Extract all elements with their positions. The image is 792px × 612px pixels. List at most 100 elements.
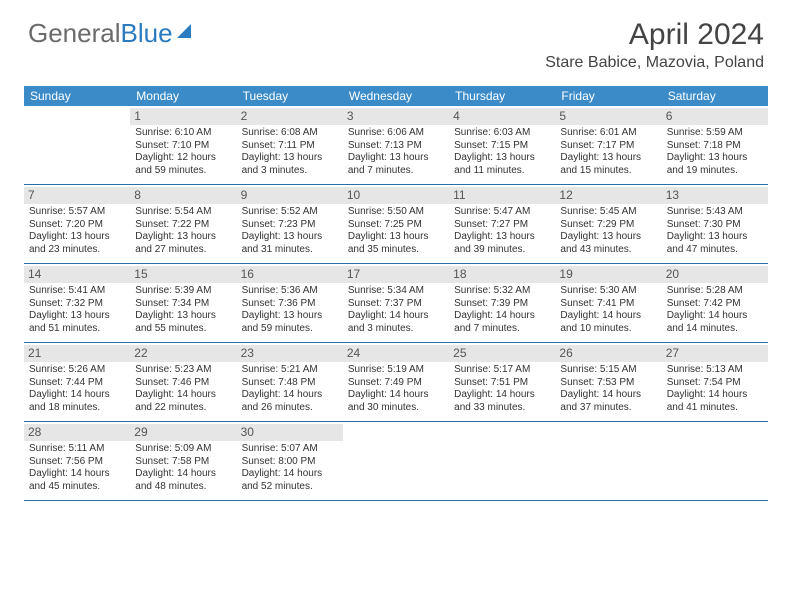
calendar-cell: 27Sunrise: 5:13 AMSunset: 7:54 PMDayligh… <box>662 343 768 421</box>
calendar-cell: 2 Sunrise: 6:08 AMSunset: 7:11 PMDaylight… <box>237 106 343 184</box>
calendar-cell-empty <box>662 422 768 500</box>
sunrise-text: Sunrise: 5:59 AM <box>667 127 763 140</box>
day-number: 14 <box>24 266 130 283</box>
daylight-text: Daylight: 13 hours and 7 minutes. <box>348 152 444 177</box>
calendar-cell: 20Sunrise: 5:28 AMSunset: 7:42 PMDayligh… <box>662 264 768 342</box>
calendar-cell: 8Sunrise: 5:54 AMSunset: 7:22 PMDaylight… <box>130 185 236 263</box>
sunset-text: Sunset: 7:32 PM <box>29 298 125 311</box>
daylight-text: Daylight: 14 hours and 52 minutes. <box>242 468 338 493</box>
sunrise-text: Sunrise: 5:43 AM <box>667 206 763 219</box>
day-number: 6 <box>662 108 768 125</box>
daylight-text: Daylight: 14 hours and 3 minutes. <box>348 310 444 335</box>
brand-text: GeneralBlue <box>28 18 173 49</box>
sunset-text: Sunset: 7:44 PM <box>29 377 125 390</box>
sunrise-text: Sunrise: 5:13 AM <box>667 364 763 377</box>
calendar: SundayMondayTuesdayWednesdayThursdayFrid… <box>24 86 768 501</box>
day-number: 2 <box>237 108 343 125</box>
sunset-text: Sunset: 7:10 PM <box>135 140 231 153</box>
sunset-text: Sunset: 7:11 PM <box>242 140 338 153</box>
sunset-text: Sunset: 7:30 PM <box>667 219 763 232</box>
sunset-text: Sunset: 7:37 PM <box>348 298 444 311</box>
sunset-text: Sunset: 7:58 PM <box>135 456 231 469</box>
calendar-cell: 21Sunrise: 5:26 AMSunset: 7:44 PMDayligh… <box>24 343 130 421</box>
day-number: 23 <box>237 345 343 362</box>
sunset-text: Sunset: 7:49 PM <box>348 377 444 390</box>
sunrise-text: Sunrise: 5:34 AM <box>348 285 444 298</box>
sunset-text: Sunset: 7:36 PM <box>242 298 338 311</box>
sunset-text: Sunset: 7:23 PM <box>242 219 338 232</box>
sunrise-text: Sunrise: 5:45 AM <box>560 206 656 219</box>
week-row: 28Sunrise: 5:11 AMSunset: 7:56 PMDayligh… <box>24 422 768 501</box>
calendar-cell-empty <box>449 422 555 500</box>
sunrise-text: Sunrise: 5:07 AM <box>242 443 338 456</box>
sunrise-text: Sunrise: 5:36 AM <box>242 285 338 298</box>
sunset-text: Sunset: 7:17 PM <box>560 140 656 153</box>
daylight-text: Daylight: 14 hours and 7 minutes. <box>454 310 550 335</box>
week-row: 14Sunrise: 5:41 AMSunset: 7:32 PMDayligh… <box>24 264 768 343</box>
sunrise-text: Sunrise: 6:06 AM <box>348 127 444 140</box>
sunrise-text: Sunrise: 5:09 AM <box>135 443 231 456</box>
calendar-cell: 9Sunrise: 5:52 AMSunset: 7:23 PMDaylight… <box>237 185 343 263</box>
daylight-text: Daylight: 13 hours and 47 minutes. <box>667 231 763 256</box>
sunset-text: Sunset: 7:29 PM <box>560 219 656 232</box>
calendar-cell: 14Sunrise: 5:41 AMSunset: 7:32 PMDayligh… <box>24 264 130 342</box>
calendar-cell: 25Sunrise: 5:17 AMSunset: 7:51 PMDayligh… <box>449 343 555 421</box>
daylight-text: Daylight: 13 hours and 43 minutes. <box>560 231 656 256</box>
sunrise-text: Sunrise: 5:15 AM <box>560 364 656 377</box>
sunrise-text: Sunrise: 5:19 AM <box>348 364 444 377</box>
day-header-wednesday: Wednesday <box>343 86 449 106</box>
calendar-cell: 17Sunrise: 5:34 AMSunset: 7:37 PMDayligh… <box>343 264 449 342</box>
calendar-cell: 22Sunrise: 5:23 AMSunset: 7:46 PMDayligh… <box>130 343 236 421</box>
calendar-cell: 15Sunrise: 5:39 AMSunset: 7:34 PMDayligh… <box>130 264 236 342</box>
sunrise-text: Sunrise: 5:57 AM <box>29 206 125 219</box>
month-title: April 2024 <box>545 18 764 52</box>
day-header-tuesday: Tuesday <box>237 86 343 106</box>
daylight-text: Daylight: 14 hours and 26 minutes. <box>242 389 338 414</box>
day-number: 26 <box>555 345 661 362</box>
sunset-text: Sunset: 7:39 PM <box>454 298 550 311</box>
day-number: 13 <box>662 187 768 204</box>
daylight-text: Daylight: 14 hours and 14 minutes. <box>667 310 763 335</box>
sunset-text: Sunset: 7:25 PM <box>348 219 444 232</box>
sunset-text: Sunset: 7:54 PM <box>667 377 763 390</box>
day-number: 25 <box>449 345 555 362</box>
calendar-cell: 10Sunrise: 5:50 AMSunset: 7:25 PMDayligh… <box>343 185 449 263</box>
day-number: 27 <box>662 345 768 362</box>
location-text: Stare Babice, Mazovia, Poland <box>545 54 764 72</box>
daylight-text: Daylight: 13 hours and 51 minutes. <box>29 310 125 335</box>
day-number: 21 <box>24 345 130 362</box>
week-row: 1Sunrise: 6:10 AMSunset: 7:10 PMDaylight… <box>24 106 768 185</box>
daylight-text: Daylight: 14 hours and 33 minutes. <box>454 389 550 414</box>
daylight-text: Daylight: 14 hours and 48 minutes. <box>135 468 231 493</box>
sunset-text: Sunset: 7:51 PM <box>454 377 550 390</box>
sunset-text: Sunset: 7:20 PM <box>29 219 125 232</box>
sunset-text: Sunset: 8:00 PM <box>242 456 338 469</box>
day-header-monday: Monday <box>130 86 236 106</box>
daylight-text: Daylight: 13 hours and 39 minutes. <box>454 231 550 256</box>
day-header-row: SundayMondayTuesdayWednesdayThursdayFrid… <box>24 86 768 106</box>
calendar-cell: 18Sunrise: 5:32 AMSunset: 7:39 PMDayligh… <box>449 264 555 342</box>
calendar-cell: 5Sunrise: 6:01 AMSunset: 7:17 PMDaylight… <box>555 106 661 184</box>
calendar-cell: 28Sunrise: 5:11 AMSunset: 7:56 PMDayligh… <box>24 422 130 500</box>
sunset-text: Sunset: 7:27 PM <box>454 219 550 232</box>
sunrise-text: Sunrise: 6:03 AM <box>454 127 550 140</box>
sunrise-text: Sunrise: 5:21 AM <box>242 364 338 377</box>
calendar-cell-empty <box>555 422 661 500</box>
daylight-text: Daylight: 12 hours and 59 minutes. <box>135 152 231 177</box>
day-number: 3 <box>343 108 449 125</box>
title-block: April 2024 Stare Babice, Mazovia, Poland <box>545 18 764 72</box>
calendar-cell: 24Sunrise: 5:19 AMSunset: 7:49 PMDayligh… <box>343 343 449 421</box>
daylight-text: Daylight: 13 hours and 27 minutes. <box>135 231 231 256</box>
sunrise-text: Sunrise: 5:54 AM <box>135 206 231 219</box>
sunrise-text: Sunrise: 5:47 AM <box>454 206 550 219</box>
day-number: 1 <box>130 108 236 125</box>
day-number: 28 <box>24 424 130 441</box>
brand-part1: General <box>28 18 121 48</box>
day-header-saturday: Saturday <box>662 86 768 106</box>
sunrise-text: Sunrise: 5:23 AM <box>135 364 231 377</box>
sunset-text: Sunset: 7:56 PM <box>29 456 125 469</box>
sunrise-text: Sunrise: 5:30 AM <box>560 285 656 298</box>
sunrise-text: Sunrise: 6:08 AM <box>242 127 338 140</box>
daylight-text: Daylight: 13 hours and 3 minutes. <box>242 152 338 177</box>
sunset-text: Sunset: 7:53 PM <box>560 377 656 390</box>
